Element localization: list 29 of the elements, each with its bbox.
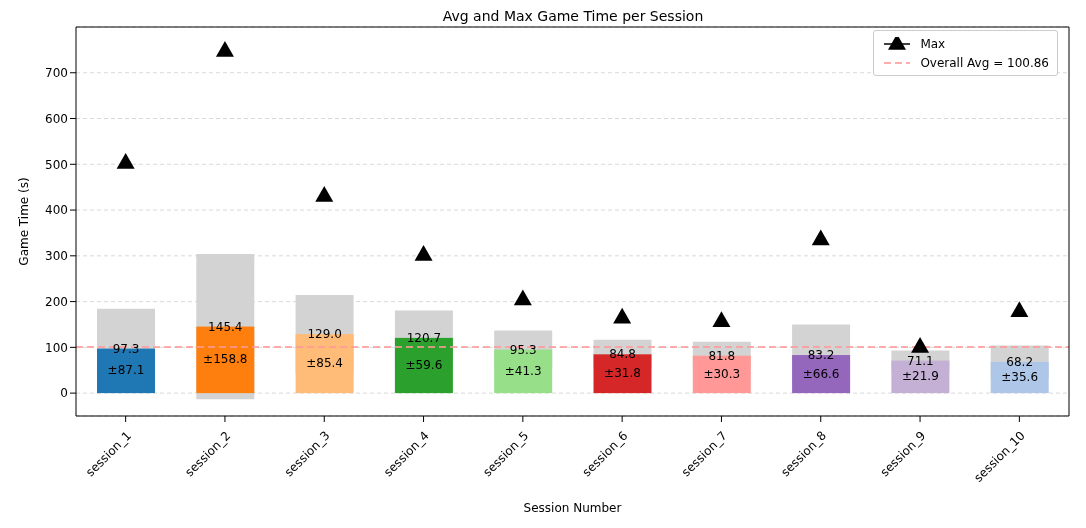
annotation: ±21.9 [902,369,939,384]
annotation: ±59.6 [405,358,443,372]
y-axis-title: Game Time (s) [17,177,32,266]
annotation: ±30.3 [703,366,741,381]
data-label: 95.3 [509,342,537,357]
data-label: 68.2 [1006,354,1034,369]
y-tick-label: 500 [45,157,68,172]
chart-title: Avg and Max Game Time per Session [441,8,705,24]
data-label: 129.0 [307,327,342,342]
y-tick-label: 700 [45,66,68,81]
y-tick-label: 0 [60,386,68,401]
legend-label: Max [920,36,946,51]
data-label: 83.2 [807,348,835,363]
legend-label: Overall Avg = 100.86 [920,55,1049,70]
data-label: 81.8 [708,348,736,363]
annotation: ±31.8 [604,366,641,381]
annotation: ±41.3 [504,363,542,378]
annotation: ±158.8 [203,352,248,367]
data-label: 71.1 [907,353,934,368]
y-tick-label: 600 [45,111,68,126]
y-tick-label: 300 [45,249,68,264]
annotation: ±87.1 [107,363,145,378]
x-axis-title: Session Number [523,501,622,515]
annotation: ±35.6 [1001,370,1039,385]
annotation: ±66.6 [802,366,840,381]
y-tick-label: 100 [45,340,68,355]
y-tick-label: 400 [45,203,68,218]
y-tick-label: 200 [45,294,68,309]
annotation: ±85.4 [306,356,343,371]
